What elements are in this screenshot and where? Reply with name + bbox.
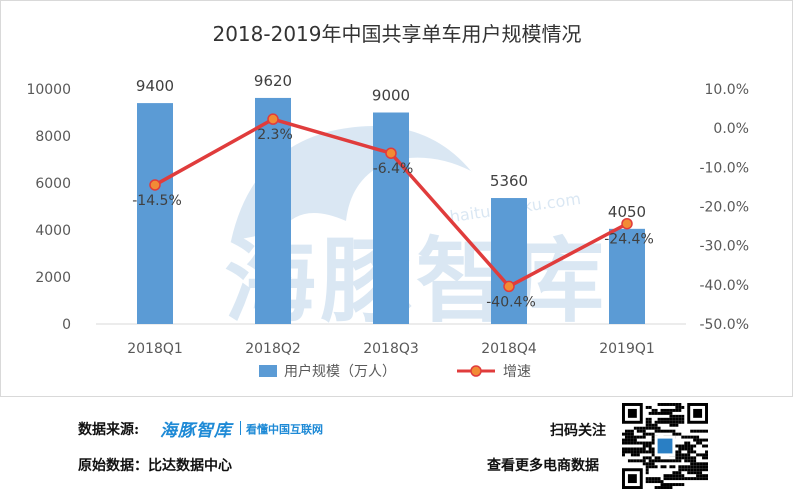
line-value-label: -6.4% [373,161,414,177]
y-left-tick-label: 4000 [35,223,71,239]
bar-value-label: 9400 [136,77,174,95]
legend-bar-label: 用户规模（万人） [284,363,396,380]
line-point [149,179,161,191]
line-value-label: -14.5% [132,193,182,209]
x-tick-label: 2019Q1 [599,341,655,357]
left-axis: 0 2000 4000 6000 8000 10000 [26,82,71,333]
legend-line-label: 增速 [503,364,531,380]
scan-label: 扫码关注 [550,423,606,439]
y-right-tick-label: -20.0% [699,200,749,216]
chart: 海豚智库 haitunzhiku.com 2018-2019年中国共享单车用户规… [26,22,749,380]
chart-title: 2018-2019年中国共享单车用户规模情况 [212,22,581,46]
x-tick-label: 2018Q3 [363,341,419,357]
brand-logo: 海豚智库 [160,421,232,441]
right-axis: -50.0% -40.0% -30.0% -20.0% -10.0% 0.0% 10.0% [699,82,749,333]
source-label: 数据来源: [78,422,140,438]
y-right-tick-label: -50.0% [699,317,749,333]
x-axis: 2018Q1 2018Q2 2018Q3 2018Q4 2019Q1 [127,341,655,357]
original-data-label: 原始数据：比达数据中心 [78,458,232,474]
legend: 用户规模（万人） 增速 [259,363,531,380]
bar [137,103,173,324]
y-right-tick-label: -40.0% [699,278,749,294]
line-value-label: -24.4% [604,232,654,248]
line-point [621,217,633,230]
bar-value-label: 9000 [372,87,410,105]
line-point [385,147,397,159]
y-right-tick-label: 0.0% [713,121,749,137]
y-right-tick-label: -30.0% [699,239,749,255]
more-data-label: 查看更多电商数据 [487,458,599,474]
brand-tagline: 看懂中国互联网 [246,423,323,436]
legend-bar-swatch [259,365,277,377]
y-right-tick-label: 10.0% [705,82,749,98]
y-left-tick-label: 0 [62,317,71,333]
x-tick-label: 2018Q4 [481,341,537,357]
bar [373,112,409,324]
y-left-tick-label: 8000 [35,129,71,145]
x-tick-label: 2018Q1 [127,341,183,357]
legend-line-marker [470,365,482,377]
bar-value-label: 4050 [608,203,646,221]
y-left-tick-label: 10000 [26,82,71,98]
y-right-tick-label: -10.0% [699,160,749,176]
bar [255,97,291,325]
line-series: -14.5% 2.3% -6.4% -40.4% -24.4% [132,113,654,310]
x-tick-label: 2018Q2 [245,341,301,357]
line-point [503,280,515,293]
bar [609,228,645,324]
bar-value-label: 9620 [254,72,292,90]
qr-code-icon[interactable] [622,403,708,489]
bar [491,198,527,324]
bar-value-label: 5360 [490,172,528,190]
y-left-tick-label: 2000 [35,270,71,286]
brand-divider [240,421,241,435]
line-value-label: -40.4% [486,294,536,310]
line-value-label: 2.3% [257,127,293,143]
bar-series: 9400 9620 9000 5360 4050 [136,72,646,325]
y-left-tick-label: 6000 [35,176,71,192]
line-point [267,113,279,125]
chart-frame: 海豚智库 haitunzhiku.com 2018-2019年中国共享单车用户规… [0,0,793,397]
